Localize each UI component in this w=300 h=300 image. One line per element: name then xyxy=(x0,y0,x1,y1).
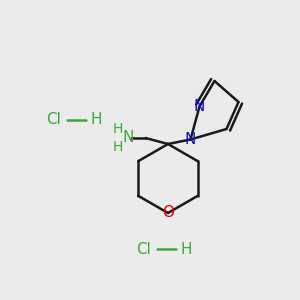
Text: H: H xyxy=(90,112,102,128)
Text: N: N xyxy=(185,132,196,147)
Text: O: O xyxy=(162,206,174,220)
Text: H: H xyxy=(113,140,123,154)
Text: Cl: Cl xyxy=(136,242,152,256)
Text: H: H xyxy=(113,122,123,136)
Text: N: N xyxy=(122,130,134,146)
Text: N: N xyxy=(194,99,205,114)
Text: H: H xyxy=(180,242,192,256)
Text: Cl: Cl xyxy=(46,112,62,128)
